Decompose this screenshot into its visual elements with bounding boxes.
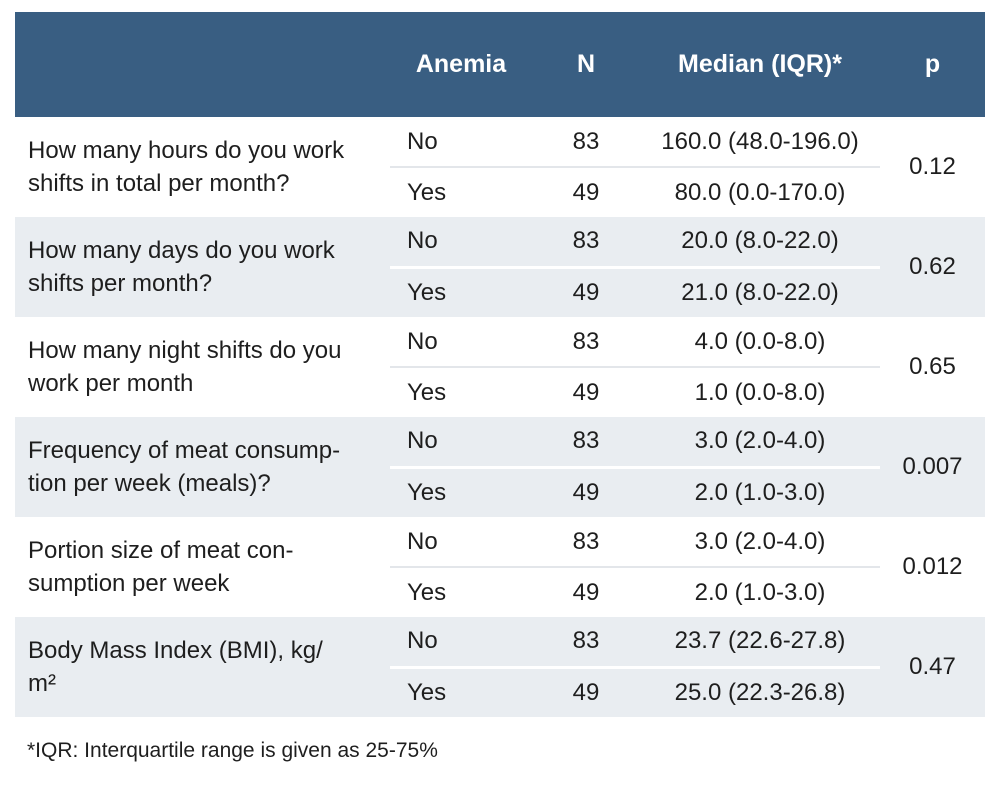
header-median-iqr: Median (IQR)* (640, 12, 880, 117)
p-value-cell: 0.47 (880, 617, 985, 717)
iqr-footnote: *IQR: Interquartile range is given as 25… (27, 739, 438, 762)
question-cell: Body Mass Index (BMI), kg/ m² (15, 617, 390, 717)
n-cell: 83 (532, 117, 640, 168)
n-cell: 49 (532, 167, 640, 217)
table-row: Yes 49 25.0 (22.3-26.8) (15, 667, 985, 717)
median-cell: 25.0 (22.3-26.8) (640, 667, 880, 717)
n-cell: 83 (532, 617, 640, 669)
row-group-night-shifts: How many night shifts do you work per mo… (15, 317, 985, 417)
header-n: N (532, 12, 640, 117)
anemia-cell: Yes (390, 367, 532, 417)
n-cell: 49 (532, 267, 640, 317)
table-header-row: Anemia N Median (IQR)* p (15, 12, 985, 117)
n-cell: 49 (532, 567, 640, 617)
n-cell: 83 (532, 417, 640, 469)
median-cell: 2.0 (1.0-3.0) (640, 467, 880, 517)
median-cell: 3.0 (2.0-4.0) (640, 417, 880, 469)
question-cell: How many night shifts do you work per mo… (15, 317, 390, 417)
table-row: Frequency of meat consump- tion per week… (15, 417, 985, 517)
median-cell: 80.0 (0.0-170.0) (640, 167, 880, 217)
anemia-cell: No (390, 517, 532, 568)
table-row: How many days do you work shifts per mon… (15, 217, 985, 317)
p-value-cell: 0.012 (880, 517, 985, 617)
table-row: Portion size of meat con- sumption per w… (15, 517, 985, 617)
statistics-table: Anemia N Median (IQR)* p How many hours … (15, 12, 985, 717)
row-group-meat-frequency: Frequency of meat consump- tion per week… (15, 417, 985, 517)
anemia-cell: Yes (390, 167, 532, 217)
n-cell: 49 (532, 467, 640, 517)
anemia-cell: No (390, 617, 532, 669)
anemia-cell: Yes (390, 467, 532, 517)
n-cell: 83 (532, 317, 640, 368)
question-cell: How many hours do you work shifts in tot… (15, 117, 390, 217)
median-cell: 4.0 (0.0-8.0) (640, 317, 880, 368)
anemia-cell: Yes (390, 267, 532, 317)
anemia-cell: Yes (390, 667, 532, 717)
table-row: How many hours do you work shifts in tot… (15, 117, 985, 217)
n-cell: 83 (532, 217, 640, 269)
table-row: Yes 49 2.0 (1.0-3.0) (15, 467, 985, 517)
anemia-cell: No (390, 217, 532, 269)
row-group-days-worked: How many days do you work shifts per mon… (15, 217, 985, 317)
anemia-cell: No (390, 117, 532, 168)
header-anemia: Anemia (390, 12, 532, 117)
p-value-cell: 0.62 (880, 217, 985, 317)
p-value-cell: 0.007 (880, 417, 985, 517)
question-cell: Frequency of meat consump- tion per week… (15, 417, 390, 517)
question-cell: How many days do you work shifts per mon… (15, 217, 390, 317)
median-cell: 23.7 (22.6-27.8) (640, 617, 880, 669)
row-group-bmi: Body Mass Index (BMI), kg/ m² No 83 23.7… (15, 617, 985, 717)
n-cell: 83 (532, 517, 640, 568)
table-row: How many night shifts do you work per mo… (15, 317, 985, 417)
row-group-meat-portion: Portion size of meat con- sumption per w… (15, 517, 985, 617)
table-row: Body Mass Index (BMI), kg/ m² No 83 23.7… (15, 617, 985, 717)
n-cell: 49 (532, 667, 640, 717)
header-question (15, 12, 390, 117)
p-value-cell: 0.12 (880, 117, 985, 217)
table-row: Yes 49 21.0 (8.0-22.0) (15, 267, 985, 317)
median-cell: 3.0 (2.0-4.0) (640, 517, 880, 568)
question-cell: Portion size of meat con- sumption per w… (15, 517, 390, 617)
median-cell: 160.0 (48.0-196.0) (640, 117, 880, 168)
anemia-cell: No (390, 417, 532, 469)
anemia-cell: No (390, 317, 532, 368)
median-cell: 1.0 (0.0-8.0) (640, 367, 880, 417)
anemia-cell: Yes (390, 567, 532, 617)
median-cell: 2.0 (1.0-3.0) (640, 567, 880, 617)
header-p: p (880, 12, 985, 117)
p-value-cell: 0.65 (880, 317, 985, 417)
table-row: Yes 49 2.0 (1.0-3.0) (15, 567, 985, 617)
median-cell: 20.0 (8.0-22.0) (640, 217, 880, 269)
row-group-hours-worked: How many hours do you work shifts in tot… (15, 117, 985, 217)
table-row: Yes 49 80.0 (0.0-170.0) (15, 167, 985, 217)
median-cell: 21.0 (8.0-22.0) (640, 267, 880, 317)
n-cell: 49 (532, 367, 640, 417)
table-row: Yes 49 1.0 (0.0-8.0) (15, 367, 985, 417)
